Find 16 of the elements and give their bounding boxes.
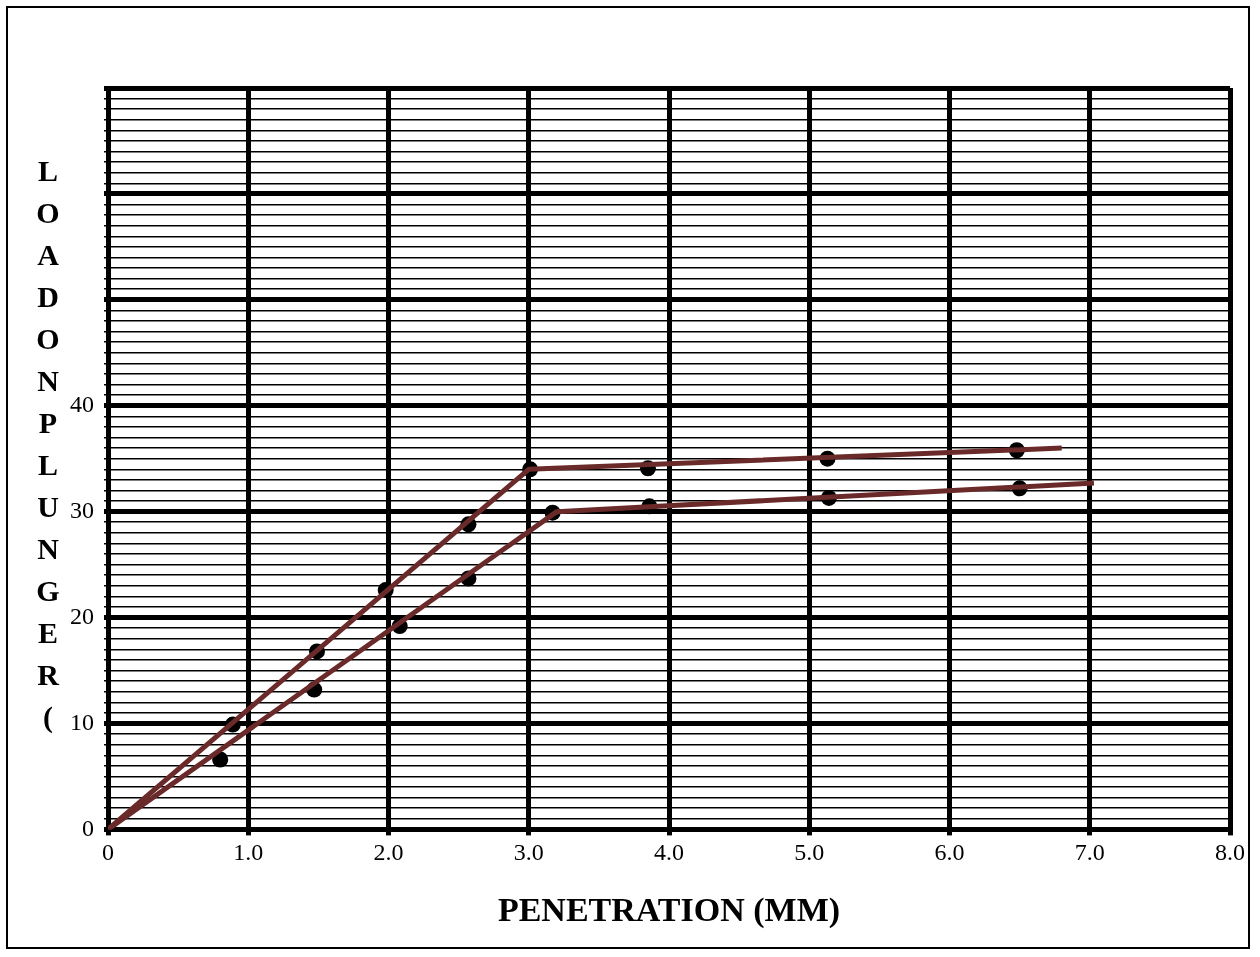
x-tick-label: 0 [102, 839, 114, 866]
x-axis-title: PENETRATION (MM) [497, 891, 841, 930]
x-tick-label: 7.0 [1074, 839, 1105, 866]
x-tick-label: 1.0 [233, 839, 264, 866]
x-tick-label: 8.0 [1215, 839, 1245, 866]
y-tick-label: 30 [70, 496, 94, 523]
x-tick-label: 6.0 [934, 839, 965, 866]
y-tick-label: 10 [70, 708, 94, 735]
y-tick-label: 0 [82, 814, 94, 841]
x-tick-label: 2.0 [373, 839, 404, 866]
x-tick-label: 4.0 [654, 839, 684, 866]
x-tick-label: 5.0 [794, 839, 825, 866]
y-tick-label: 20 [70, 602, 94, 629]
x-tick-label: 3.0 [513, 839, 544, 866]
text: LOADONPLUNGER( [36, 154, 60, 733]
y-tick-label: 40 [70, 391, 94, 418]
